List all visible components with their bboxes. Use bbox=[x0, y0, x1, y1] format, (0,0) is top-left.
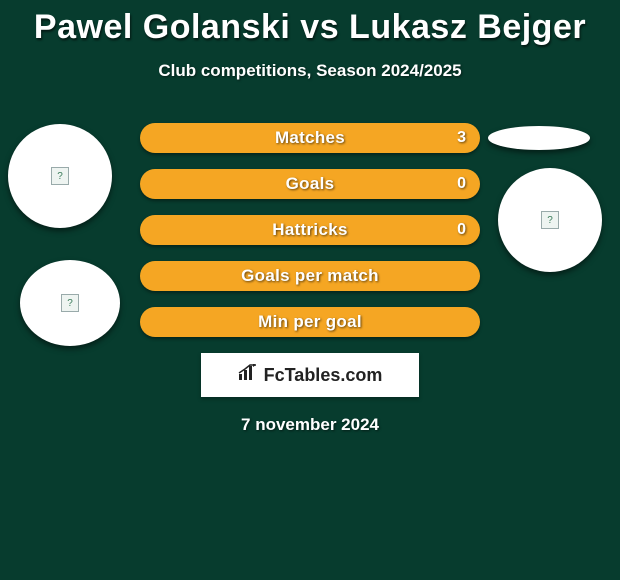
image-placeholder-icon: ? bbox=[51, 167, 69, 185]
stat-row-goals-per-match: Goals per match bbox=[140, 261, 480, 291]
footer-date: 7 november 2024 bbox=[0, 415, 620, 435]
stat-label: Hattricks bbox=[272, 220, 347, 240]
avatar-right-1: ? bbox=[498, 168, 602, 272]
bars-icon bbox=[238, 364, 260, 387]
stat-value: 0 bbox=[457, 221, 466, 239]
brand-logo-text: FcTables.com bbox=[238, 364, 383, 387]
avatar-right-ellipse bbox=[488, 126, 590, 150]
brand-logo-box: FcTables.com bbox=[201, 353, 419, 397]
stat-label: Min per goal bbox=[258, 312, 362, 332]
page-title: Pawel Golanski vs Lukasz Bejger bbox=[0, 0, 620, 47]
page-subtitle: Club competitions, Season 2024/2025 bbox=[0, 61, 620, 81]
stat-value: 3 bbox=[457, 129, 466, 147]
avatar-left-1: ? bbox=[8, 124, 112, 228]
stat-value: 0 bbox=[457, 175, 466, 193]
avatar-left-2: ? bbox=[20, 260, 120, 346]
stat-row-matches: Matches 3 bbox=[140, 123, 480, 153]
stat-row-goals: Goals 0 bbox=[140, 169, 480, 199]
stat-row-min-per-goal: Min per goal bbox=[140, 307, 480, 337]
stat-label: Goals bbox=[286, 174, 335, 194]
stat-row-hattricks: Hattricks 0 bbox=[140, 215, 480, 245]
brand-name: FcTables.com bbox=[264, 365, 383, 386]
stat-bars: Matches 3 Goals 0 Hattricks 0 Goals per … bbox=[140, 123, 480, 337]
stat-label: Goals per match bbox=[241, 266, 379, 286]
image-placeholder-icon: ? bbox=[541, 211, 559, 229]
image-placeholder-icon: ? bbox=[61, 294, 79, 312]
stat-label: Matches bbox=[275, 128, 345, 148]
